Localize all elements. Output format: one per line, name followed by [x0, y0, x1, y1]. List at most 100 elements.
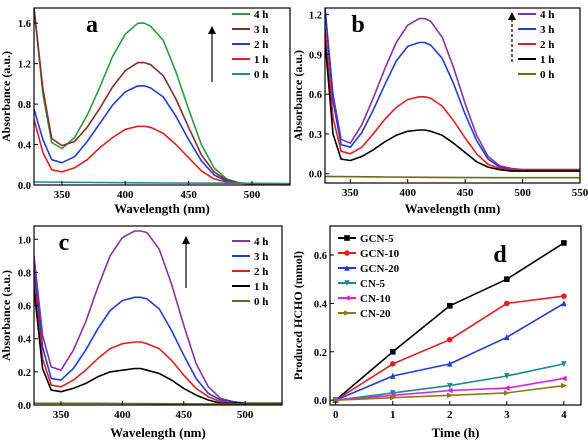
y-axis-label: Absorbance (a.u.)	[0, 51, 13, 142]
chart-panel-d: 0 1 2 3 4 0.0 0.2 0.4 0.6 Time (h) Produced HCHO (…	[291, 225, 582, 440]
y-tick-label: 0.8	[18, 268, 31, 279]
y-axis-label: Produced HCHO (mmol)	[291, 251, 305, 380]
series-line-b-3	[325, 41, 580, 172]
series-line-c-2	[34, 280, 282, 405]
data-point	[446, 360, 453, 367]
data-point	[389, 361, 396, 367]
legend-label-5: CN-20	[360, 308, 391, 320]
x-tick-label: 400	[399, 187, 416, 199]
legend: GCN-5 GCN-10 GCN-20 CN-5 CN-10 CN-20	[338, 233, 400, 320]
series-line-a-3	[34, 119, 290, 185]
y-tick-label: 1.6	[18, 19, 31, 30]
legend-label-1: 3 h	[254, 251, 268, 263]
data-point	[389, 392, 396, 399]
trend-arrow-head	[208, 26, 216, 34]
x-tick-label: 350	[54, 189, 71, 201]
legend-label-2: GCN-20	[360, 263, 400, 275]
data-point	[561, 300, 567, 307]
x-tick-label: 450	[176, 409, 193, 421]
x-tick-label: 350	[53, 409, 70, 421]
legend-label-4: 0 h	[540, 69, 554, 81]
x-axis-label: Time (h)	[432, 425, 480, 440]
data-point	[504, 333, 510, 341]
legend-label-1: 3 h	[540, 24, 554, 36]
trend-arrow-head	[508, 12, 516, 20]
series-line-c-4	[34, 402, 282, 405]
y-tick-label: 0.6	[314, 251, 327, 262]
panel-label: c	[59, 230, 70, 256]
y-tick-label: 0.4	[18, 335, 32, 346]
data-point	[561, 240, 567, 246]
data-point	[389, 394, 397, 401]
y-tick-label: 0.8	[18, 100, 31, 111]
y-tick-label: 0.0	[309, 170, 322, 181]
plot-frame	[33, 225, 283, 406]
legend-label-0: 4 h	[254, 9, 268, 21]
x-tick-label: 3	[504, 409, 510, 421]
x-axis-label: Wavelength (nm)	[405, 201, 501, 216]
legend-label-0: GCN-5	[360, 233, 394, 245]
y-tick-label: 0.2	[18, 368, 31, 379]
data-point	[560, 375, 567, 382]
legend-label-3: 1 h	[540, 54, 554, 66]
trend-arrow-head	[182, 236, 190, 244]
y-tick-label: 1.2	[309, 11, 322, 22]
chart-panel-b: 350 400 450 500 550 0.0 0.3 0.6 0.9 1.2 Wavelength…	[291, 7, 588, 216]
y-tick-label: 1.2	[18, 60, 31, 71]
y-axis-label: Absorbance (a.u.)	[0, 270, 13, 361]
data-point	[446, 382, 453, 389]
panel-label: d	[493, 242, 507, 268]
legend-label-4: 0 h	[254, 69, 268, 81]
x-tick-label: 500	[244, 189, 261, 201]
x-axis-label: Wavelength (nm)	[110, 425, 206, 440]
legend-marker	[344, 235, 350, 241]
data-point	[561, 361, 567, 368]
plot-frame	[324, 7, 581, 184]
x-tick-label: 4	[561, 409, 567, 421]
y-tick-label: 0.4	[18, 141, 32, 152]
data-point	[446, 387, 453, 394]
legend-marker	[344, 310, 350, 316]
x-tick-label: 550	[572, 187, 588, 199]
data-point	[561, 293, 567, 299]
y-tick-label: 0.6	[309, 90, 322, 101]
x-axis-label: Wavelength (nm)	[114, 201, 210, 216]
y-tick-label: 0.2	[314, 348, 327, 359]
x-tick-label: 2	[447, 409, 453, 421]
y-tick-label: 0.6	[18, 302, 31, 313]
legend-marker	[344, 280, 350, 286]
data-point	[561, 382, 568, 389]
series-line-c-1	[34, 269, 282, 405]
legend-label-4: 0 h	[254, 296, 268, 308]
legend-label-2: 2 h	[254, 266, 268, 278]
legend-marker	[344, 265, 350, 271]
legend-label-3: 1 h	[254, 54, 268, 66]
y-axis-label: Absorbance (a.u.)	[291, 50, 305, 141]
series-line-a-4	[34, 181, 290, 185]
data-point	[503, 385, 510, 391]
legend-marker	[344, 250, 350, 256]
plot-area	[34, 8, 290, 185]
y-tick-label: 0.3	[309, 130, 322, 141]
legend-label-3: 1 h	[254, 281, 268, 293]
panel-label: b	[351, 12, 364, 38]
data-point	[389, 372, 396, 379]
data-point	[504, 390, 511, 396]
series-line-b-4	[325, 175, 580, 179]
legend-label-1: GCN-10	[360, 248, 400, 260]
x-tick-label: 400	[114, 409, 131, 421]
x-tick-label: 450	[457, 187, 474, 199]
legend-label-2: 2 h	[254, 39, 268, 51]
x-tick-label: 450	[180, 189, 197, 201]
data-point	[446, 303, 453, 309]
legend-label-0: 4 h	[254, 236, 268, 248]
y-tick-label: 0.4	[314, 299, 328, 310]
plot-area	[325, 8, 580, 179]
data-point	[446, 336, 453, 343]
x-tick-label: 500	[514, 187, 531, 199]
y-tick-label: 0.0	[314, 396, 327, 407]
legend: 4 h 3 h 2 h 1 h 0 h	[232, 9, 268, 81]
data-point	[504, 373, 510, 380]
legend-label-0: 4 h	[540, 9, 554, 21]
